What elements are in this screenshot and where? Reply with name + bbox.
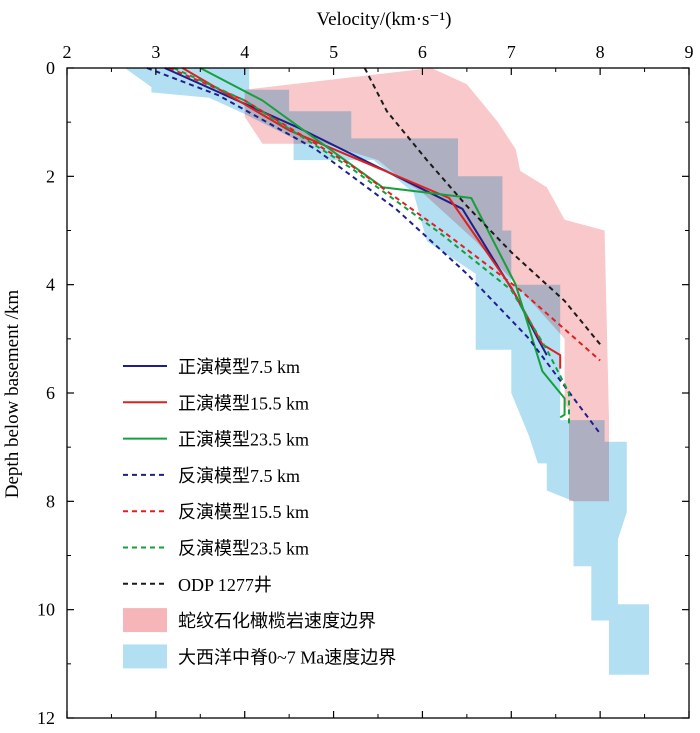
velocity-bands: [124, 68, 650, 675]
velocity-profiles: [146, 67, 601, 435]
band-0: [124, 68, 650, 675]
series-line-5: [173, 67, 570, 426]
y-tick-label-3: 6: [46, 383, 55, 403]
x-tick-label-6: 8: [596, 42, 605, 62]
legend-label-7: 蛇纹石化橄榄岩速度边界: [178, 611, 376, 631]
x-tick-label-0: 2: [63, 42, 72, 62]
x-axis-title: Velocity/(km·s⁻¹): [317, 9, 452, 30]
legend-label-6: ODP 1277井: [178, 575, 272, 595]
legend-label-8: 大西洋中脊0~7 Ma速度边界: [178, 647, 396, 667]
legend-swatch-7: [123, 608, 167, 633]
series-line-4: [168, 67, 601, 362]
y-tick-label-2: 4: [46, 275, 55, 295]
series-line-0: [164, 67, 548, 356]
legend-label-3: 反演模型7.5 km: [178, 466, 300, 486]
x-tick-label-3: 5: [329, 42, 338, 62]
axes: Velocity/(km·s⁻¹) Depth below basement /…: [2, 9, 694, 728]
y-tick-label-0: 0: [46, 58, 55, 78]
x-tick-label-7: 9: [685, 42, 694, 62]
series-line-6: [363, 67, 601, 345]
legend-label-2: 正演模型23.5 km: [178, 430, 309, 450]
legend-label-5: 反演模型23.5 km: [178, 539, 309, 559]
x-tick-label-4: 6: [418, 42, 427, 62]
x-tick-label-1: 3: [151, 42, 160, 62]
x-tick-label-2: 4: [240, 42, 249, 62]
y-tick-label-4: 8: [46, 491, 55, 511]
legend: 正演模型7.5 km 正演模型15.5 km 正演模型23.5 km 反演模型7.5 …: [123, 357, 396, 669]
y-tick-label-1: 2: [46, 166, 55, 186]
y-tick-label-6: 12: [37, 708, 55, 728]
series-line-1: [181, 67, 562, 369]
x-tick-label-5: 7: [507, 42, 516, 62]
y-axis-title: Depth below basement /km: [2, 290, 23, 499]
series-line-3: [146, 67, 601, 435]
series-line-2: [199, 67, 566, 419]
band-1: [244, 68, 609, 502]
y-tick-label-5: 10: [37, 600, 55, 620]
legend-label-0: 正演模型7.5 km: [178, 357, 300, 377]
legend-swatch-8: [123, 644, 167, 669]
legend-label-4: 反演模型15.5 km: [178, 502, 309, 522]
legend-label-1: 正演模型15.5 km: [178, 393, 309, 413]
